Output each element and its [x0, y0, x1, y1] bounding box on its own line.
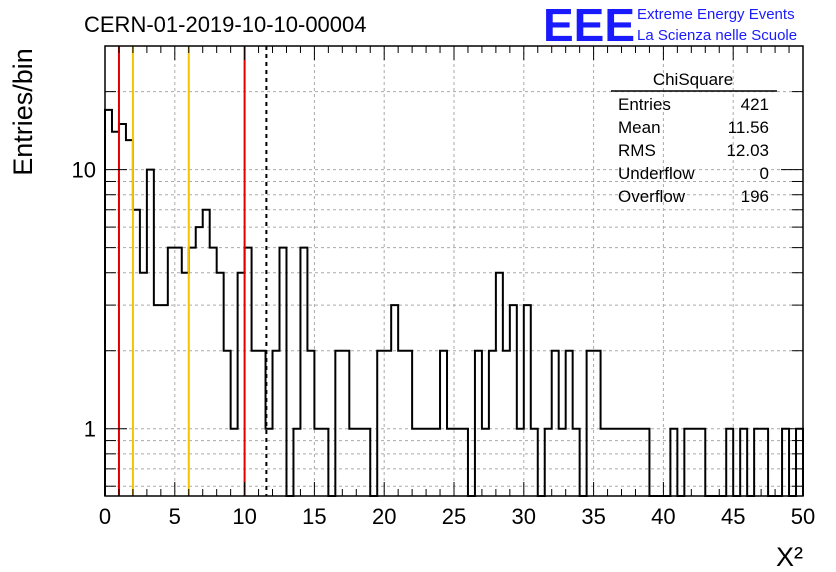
y-tick-label: 1 [84, 417, 96, 442]
histogram-bin [377, 351, 384, 496]
histogram-bin [140, 273, 147, 496]
histogram-bin [203, 210, 210, 496]
histogram-bin [300, 248, 307, 496]
x-tick-label: 30 [512, 504, 536, 529]
histogram-bin [405, 351, 412, 496]
histogram-bin [182, 273, 189, 496]
x-tick-label: 25 [442, 504, 466, 529]
reference-lines [117, 46, 268, 496]
histogram-bin [196, 227, 203, 496]
x-axis-label: X² [776, 542, 803, 572]
histogram-bin [175, 248, 182, 496]
logo-line-2: La Scienza nelle Scuole [637, 27, 797, 44]
histogram-bars [104, 108, 804, 497]
stats-label: Entries [618, 95, 671, 114]
histogram-bin [503, 351, 510, 496]
histogram-bin [384, 351, 391, 496]
histogram-bin [224, 351, 231, 496]
run-title: CERN-01-2019-10-10-00004 [84, 12, 367, 37]
x-tick-label: 0 [99, 504, 111, 529]
logo-line-1: Extreme Energy Events [637, 6, 795, 23]
histogram-bin [259, 351, 266, 496]
histogram-bin [154, 305, 161, 496]
histogram-outline [104, 108, 804, 497]
histogram-bin [238, 273, 245, 496]
histogram-bin [475, 351, 482, 496]
histogram-bin [510, 305, 517, 496]
eee-logo: EEE [543, 0, 635, 51]
histogram-bin [398, 351, 405, 496]
histogram-bin [524, 305, 531, 496]
axis-ticks [104, 46, 804, 496]
histogram-bin [594, 351, 601, 496]
stats-value: 11.56 [728, 118, 769, 137]
x-tick-label: 35 [581, 504, 605, 529]
x-tick-label: 50 [791, 504, 815, 529]
y-tick-label: 10 [72, 158, 96, 183]
histogram-bin [105, 110, 112, 496]
stats-value: 421 [741, 95, 769, 114]
stats-box: ChiSquare Entries 421 Mean 11.56 RMS 12.03 Und… [611, 70, 777, 206]
histogram-bin [496, 273, 503, 496]
histogram-bin [252, 351, 259, 496]
histogram-bin [391, 305, 398, 496]
stats-label: Overflow [618, 187, 686, 206]
histogram-bin [217, 273, 224, 496]
y-axis-label: Entries/bin [8, 48, 38, 176]
histogram-bin [307, 351, 314, 496]
x-tick-label: 40 [651, 504, 675, 529]
x-tick-label: 10 [232, 504, 256, 529]
stats-title: ChiSquare [653, 70, 733, 89]
histogram-bin [133, 210, 140, 496]
histogram-bin [126, 140, 133, 496]
histogram-bin [566, 351, 573, 496]
histogram-bin [552, 351, 559, 496]
stats-label: RMS [618, 141, 656, 160]
histogram-bin [342, 351, 349, 496]
stats-label: Underflow [618, 164, 695, 183]
histogram-bin [112, 132, 119, 496]
stats-value: 0 [760, 164, 769, 183]
histogram-bin [273, 351, 280, 496]
histogram-bin [440, 351, 447, 496]
stats-value: 196 [741, 187, 769, 206]
histogram-bin [489, 351, 496, 496]
histogram-bin [280, 248, 287, 496]
histogram-bin [168, 248, 175, 496]
stats-label: Mean [618, 118, 661, 137]
histogram-bin [335, 351, 342, 496]
tick-labels: 0 5 10 15 20 25 30 35 40 45 50 1 10 [72, 158, 816, 529]
x-tick-label: 15 [302, 504, 326, 529]
histogram-bin [587, 351, 594, 496]
histogram-bin [210, 248, 217, 496]
stats-value: 12.03 [726, 141, 769, 160]
x-tick-label: 45 [721, 504, 745, 529]
histogram-bin [147, 170, 154, 496]
histogram-bin [245, 248, 252, 496]
histogram-bin [189, 248, 196, 496]
x-tick-label: 5 [169, 504, 181, 529]
x-tick-label: 20 [372, 504, 396, 529]
histogram-bin [161, 305, 168, 496]
